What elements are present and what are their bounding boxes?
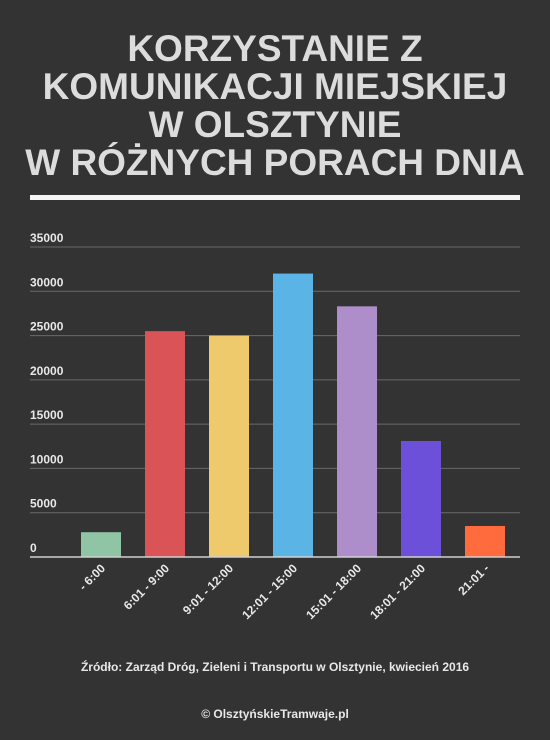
title-line-2: KOMUNIKACJI MIEJSKIEJ (42, 66, 508, 107)
x-tick-label: 6:01 - 9:00 (121, 561, 173, 613)
x-tick-label: 9:01 - 12:00 (180, 561, 236, 617)
bar (145, 331, 185, 557)
y-tick-label: 35000 (30, 231, 64, 245)
bar-chart: 0 5000 10000 15000 20000 25000 30000 35000 - 6:… (30, 231, 520, 622)
x-tick-label: 21:01 - (455, 561, 492, 598)
y-tick-label: 15000 (30, 408, 64, 422)
x-tick-label: - 6:00 (76, 561, 108, 593)
source-note: Źródło: Zarząd Dróg, Zieleni i Transport… (80, 660, 470, 674)
y-tick-label: 5000 (30, 497, 57, 511)
copyright-note: © OlsztyńskieTramwaje.pl (201, 707, 349, 721)
bar (465, 526, 505, 557)
x-axis-tick-labels: - 6:00 6:01 - 9:00 9:01 - 12:00 12:01 - 15:… (76, 561, 492, 622)
title-line-4: W RÓŻNYCH PORACH DNIA (25, 142, 525, 183)
bar (209, 335, 249, 557)
x-tick-label: 12:01 - 15:00 (239, 561, 300, 622)
bar (273, 273, 313, 557)
x-tick-label: 15:01 - 18:00 (303, 561, 364, 622)
title-line-3: W OLSZTYNIE (148, 104, 402, 145)
title-underline (30, 195, 520, 200)
bar (337, 306, 377, 557)
chart-title: KORZYSTANIE Z KOMUNIKACJI MIEJSKIEJ W OL… (0, 30, 550, 182)
y-tick-label: 25000 (30, 320, 64, 334)
y-axis-tick-labels: 0 5000 10000 15000 20000 25000 30000 35000 (30, 231, 64, 555)
y-tick-label: 30000 (30, 275, 64, 289)
x-tick-label: 18:01 - 21:00 (367, 561, 428, 622)
y-tick-label: 10000 (30, 452, 64, 466)
bar (401, 440, 441, 557)
y-tick-label: 20000 (30, 364, 64, 378)
y-tick-label: 0 (30, 541, 37, 555)
bars (81, 273, 505, 557)
title-line-1: KORZYSTANIE Z (127, 28, 423, 69)
bar (81, 532, 121, 557)
